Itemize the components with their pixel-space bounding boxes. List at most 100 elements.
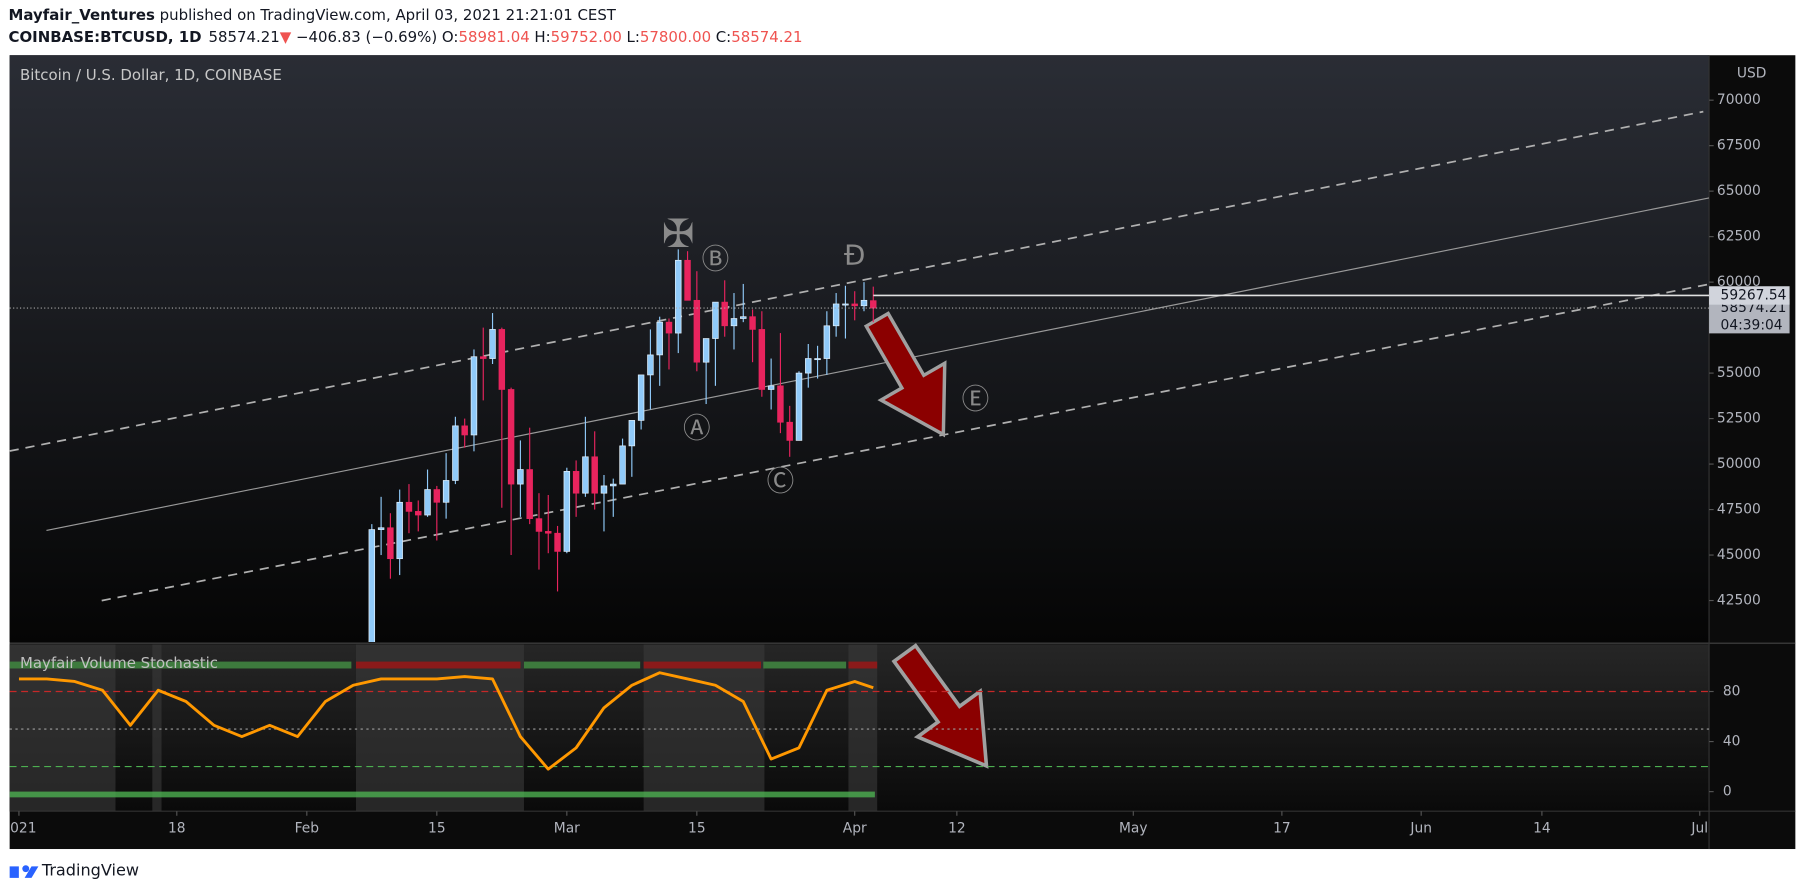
published: published on TradingView.com, April 03, … bbox=[155, 6, 617, 24]
trend-bar bbox=[355, 661, 521, 669]
candle-body bbox=[507, 389, 515, 485]
ohlc-l-label: L: bbox=[626, 28, 639, 46]
ohlc-l: 57800.00 bbox=[640, 28, 711, 46]
candle-body bbox=[832, 303, 840, 327]
y-tick-label: 60000 bbox=[1717, 274, 1761, 290]
ind-y-tick-label: 80 bbox=[1723, 684, 1741, 700]
trend-bar bbox=[848, 661, 878, 669]
annotation: ✠ bbox=[662, 212, 695, 257]
time-axis: 2021 18 Feb 15 Mar 15 Apr 12 May 17 Jun 14 Jul bbox=[1, 811, 1708, 836]
candle-body bbox=[767, 385, 775, 390]
trend-bar bbox=[523, 661, 641, 669]
candle-body bbox=[693, 299, 701, 363]
y-tick-label: 70000 bbox=[1717, 92, 1761, 108]
ohlc-c: 58574.21 bbox=[731, 28, 802, 46]
candle-body bbox=[591, 456, 598, 494]
annotation: Đ bbox=[844, 239, 865, 272]
candle-body bbox=[628, 420, 636, 447]
candle-body bbox=[805, 358, 812, 374]
candle-body bbox=[387, 527, 394, 560]
candle-body bbox=[470, 356, 478, 436]
candle-body bbox=[405, 501, 413, 512]
publish-line: Mayfair_Ventures published on TradingVie… bbox=[9, 6, 617, 24]
ohlc-h: 59752.00 bbox=[551, 28, 622, 46]
x-tick-label: 2021 bbox=[1, 820, 36, 836]
drawings bbox=[9, 110, 1710, 602]
candle-body bbox=[424, 489, 431, 516]
candle-body bbox=[712, 301, 719, 339]
y-tick-label: 50000 bbox=[1717, 456, 1761, 472]
candle-body bbox=[870, 300, 877, 309]
candle-body bbox=[442, 480, 450, 503]
candle-body bbox=[554, 532, 561, 552]
zone bbox=[9, 644, 116, 812]
symbol: COINBASE:BTCUSD, 1D bbox=[9, 28, 202, 46]
candle-body bbox=[535, 518, 543, 532]
logo-part bbox=[9, 866, 19, 878]
candle-body bbox=[730, 318, 738, 327]
candle-body bbox=[749, 316, 756, 330]
x-tick-label: Jun bbox=[1409, 820, 1432, 836]
candle-body bbox=[860, 299, 868, 307]
x-tick-label: 14 bbox=[1533, 820, 1551, 836]
candle-body bbox=[600, 485, 608, 494]
candle-body bbox=[684, 259, 691, 301]
zone bbox=[152, 644, 162, 812]
x-tick-label: Mar bbox=[554, 820, 580, 836]
x-tick-label: Apr bbox=[843, 820, 867, 836]
candle-body bbox=[777, 385, 784, 423]
annotation: Ⓒ bbox=[767, 464, 795, 497]
candle-body bbox=[563, 471, 571, 552]
symbol-line: COINBASE:BTCUSD, 1D 58574.21▼ −406.83 (−0… bbox=[9, 28, 803, 46]
candle-body bbox=[368, 529, 376, 643]
logo-part bbox=[24, 866, 39, 878]
candle-body bbox=[637, 374, 645, 421]
ohlc-o-label: O: bbox=[442, 28, 459, 46]
main-pane bbox=[9, 55, 1710, 643]
candle-body bbox=[721, 301, 728, 327]
ind-y-tick-label: 40 bbox=[1723, 734, 1741, 750]
header-bg bbox=[0, 0, 1805, 56]
trend-bar bbox=[643, 661, 761, 669]
price-line-label: 59267.54 bbox=[1721, 287, 1787, 303]
currency: USD bbox=[1737, 66, 1766, 82]
y-tick-label: 42500 bbox=[1717, 593, 1761, 609]
candle-body bbox=[842, 303, 849, 306]
candle-body bbox=[545, 531, 552, 534]
y-tick-label: 67500 bbox=[1717, 138, 1761, 154]
x-tick-label: 12 bbox=[948, 820, 966, 836]
y-tick-label: 65000 bbox=[1717, 183, 1761, 199]
trend-bar bbox=[9, 661, 352, 669]
down-arrow bbox=[863, 311, 947, 438]
candle-body bbox=[823, 325, 831, 359]
candle-body bbox=[647, 354, 654, 376]
candle-body bbox=[675, 259, 682, 334]
x-tick-label: 17 bbox=[1273, 820, 1291, 836]
trend-bar bbox=[763, 661, 847, 669]
marks: 4250045000475005000052500550005750060000… bbox=[1, 92, 1790, 836]
candle-body bbox=[517, 469, 524, 485]
change-arrow: ▼ bbox=[280, 28, 292, 46]
y-tick-label: 62500 bbox=[1717, 229, 1761, 245]
volume-base bbox=[9, 791, 875, 798]
y-tick-label: 45000 bbox=[1717, 547, 1761, 563]
annotation: Ⓐ bbox=[683, 412, 711, 445]
candle-body bbox=[851, 303, 858, 307]
x-tick-label: 15 bbox=[688, 820, 706, 836]
zone bbox=[643, 644, 765, 812]
zone bbox=[848, 644, 878, 812]
x-tick-label: 18 bbox=[168, 820, 186, 836]
candle-body bbox=[489, 329, 496, 359]
candle-body bbox=[702, 338, 710, 363]
brand: TradingView bbox=[41, 860, 139, 879]
footer-bg bbox=[0, 849, 1805, 894]
author: Mayfair_Ventures bbox=[9, 6, 156, 24]
candle-body bbox=[740, 316, 747, 319]
zone bbox=[355, 644, 524, 812]
countdown: 04:39:04 bbox=[1721, 317, 1783, 333]
indicator-zones bbox=[9, 644, 878, 812]
last-price: 58574.21 bbox=[208, 28, 279, 46]
ind-y-tick-label: 0 bbox=[1723, 784, 1732, 800]
ohlc-h-label: H: bbox=[534, 28, 550, 46]
candle-body bbox=[526, 469, 533, 520]
